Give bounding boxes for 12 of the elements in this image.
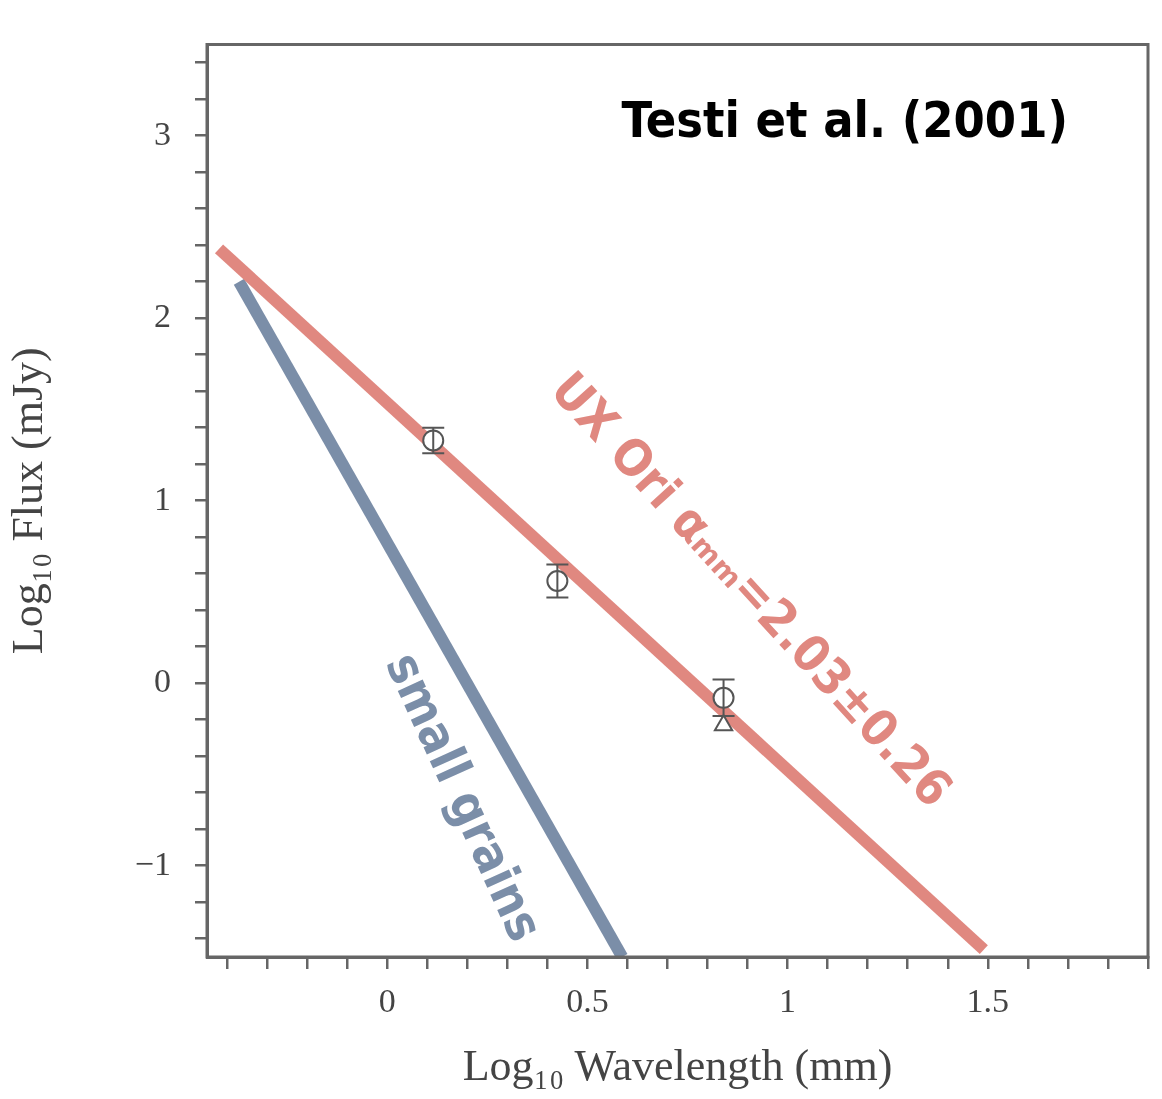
x-axis-title: Log₁₀ Wavelength (mm) [462, 1041, 893, 1091]
y-tick-label: 3 [154, 114, 171, 152]
y-tick-label: −1 [134, 844, 171, 882]
y-tick-label: 0 [154, 662, 171, 700]
y-tick-label: 1 [154, 479, 171, 517]
x-tick-label: 1 [779, 982, 797, 1020]
x-tick-label: 0 [378, 982, 396, 1020]
x-tick-label: 1.5 [966, 982, 1010, 1020]
x-tick-label: 0.5 [566, 982, 609, 1020]
y-axis-title: Log₁₀ Flux (mJy) [2, 347, 52, 655]
annotation: Testi et al. (2001) [621, 91, 1068, 150]
y-tick-label: 2 [154, 297, 171, 335]
